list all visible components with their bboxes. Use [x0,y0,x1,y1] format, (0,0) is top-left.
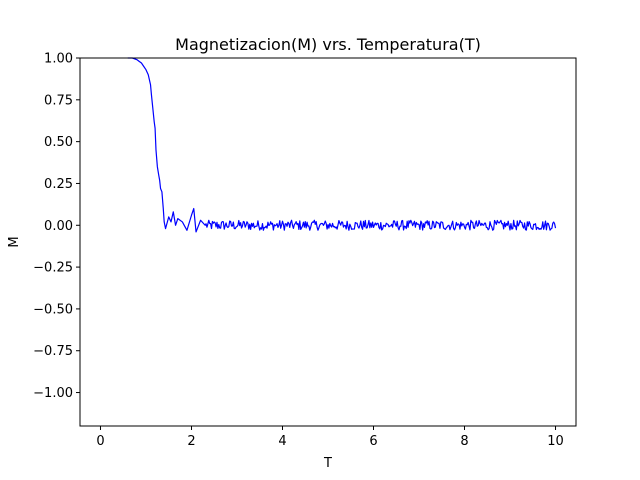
plot-area [127,57,557,233]
plot-frame [79,57,577,427]
x-tick-label: 8 [460,434,468,449]
y-tick-label: −0.50 [33,302,73,317]
y-tick-label: −0.75 [33,344,73,359]
x-tick-label: 4 [278,434,286,449]
y-axis: 1.00 0.75 0.50 0.25 0.00 −0.25 −0.50 −0.75 −1.00 [33,52,80,401]
x-tick-label: 2 [187,434,195,449]
magnetization-series-line [127,57,557,233]
x-axis-label: T [323,456,332,471]
y-tick-label: −1.00 [33,386,73,401]
y-tick-label: 0.50 [44,135,73,150]
y-axis-label: M [7,236,22,247]
x-tick-label: 6 [369,434,377,449]
y-tick-label: 0.00 [44,219,73,234]
y-tick-label: −0.25 [33,261,73,276]
chart-title: Magnetizacion(M) vrs. Temperatura(T) [175,35,481,54]
y-tick-label: 0.25 [44,177,73,192]
x-axis: 0 2 4 6 8 10 [96,426,564,449]
x-tick-label: 0 [96,434,104,449]
y-tick-label: 0.75 [44,93,73,108]
y-tick-label: 1.00 [44,52,73,67]
x-tick-label: 10 [547,434,564,449]
